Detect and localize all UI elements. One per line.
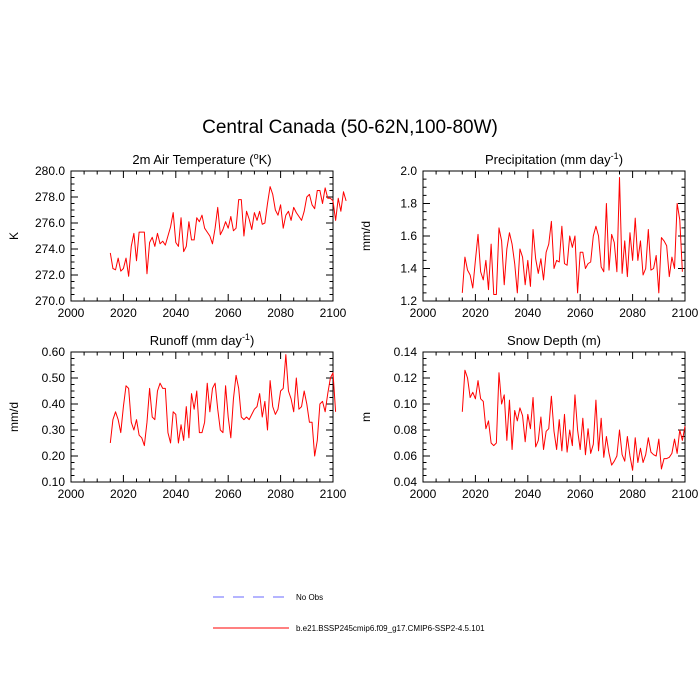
figure-canvas: Central Canada (50-62N,100-80W) 2m Air T…: [0, 0, 700, 700]
plot-frame: [71, 352, 333, 482]
plot-frame: [71, 171, 333, 301]
legend: No Obs b.e21.BSSP245cmip6.f09_g17.CMIP6-…: [213, 593, 485, 633]
x-tick-label: 2020: [110, 306, 137, 320]
plot-panels: 2m Air Temperature (oK) 2000 2020 2040 2060 2…: [7, 151, 699, 501]
y-axis-label: m: [359, 412, 373, 422]
panel-title: Precipitation (mm day-1): [485, 151, 623, 167]
x-tick-label: 2100: [320, 306, 347, 320]
x-tick-label: 2100: [320, 487, 347, 501]
panel-2: Precipitation (mm day-1) 2000 2020 2040 2060…: [359, 151, 699, 320]
y-tick-label: 0.06: [394, 449, 418, 463]
figure-title: Central Canada (50-62N,100-80W): [202, 117, 498, 138]
y-tick-label: 0.10: [42, 475, 66, 489]
y-tick-label: 1.6: [400, 229, 417, 243]
x-tick-label: 2060: [567, 487, 594, 501]
x-tick-label: 2040: [162, 487, 189, 501]
x-tick-label: 2020: [110, 487, 137, 501]
y-tick-label: 0.40: [42, 397, 66, 411]
y-tick-label: 274.0: [35, 242, 65, 256]
y-tick-label: 2.0: [400, 164, 417, 178]
plot-frame: [423, 171, 685, 301]
series-line: [110, 187, 346, 277]
panel-3: Runoff (mm day-1) 2000 2020 2040 2060 2080 210…: [7, 332, 347, 501]
series-line: [110, 355, 335, 456]
x-tick-label: 2080: [267, 487, 294, 501]
y-tick-label: 280.0: [35, 164, 65, 178]
y-tick-label: 1.2: [400, 294, 417, 308]
series-line: [462, 370, 685, 470]
panel-4: Snow Depth (m) 2000 2020 2040 2060 2080 2100 0.…: [359, 333, 699, 501]
y-tick-label: 0.10: [394, 397, 418, 411]
y-tick-label: 0.08: [394, 423, 418, 437]
y-tick-label: 1.8: [400, 197, 417, 211]
y-tick-label: 0.60: [42, 345, 66, 359]
series-line: [462, 178, 682, 295]
y-tick-label: 270.0: [35, 294, 65, 308]
y-tick-label: 276.0: [35, 216, 65, 230]
panel-title: 2m Air Temperature (oK): [132, 151, 271, 167]
y-tick-label: 0.04: [394, 475, 418, 489]
x-tick-label: 2020: [462, 487, 489, 501]
x-tick-label: 2000: [58, 306, 85, 320]
x-tick-label: 2040: [162, 306, 189, 320]
y-tick-label: 0.14: [394, 345, 418, 359]
plot-frame: [423, 352, 685, 482]
y-tick-label: 278.0: [35, 190, 65, 204]
x-tick-label: 2080: [267, 306, 294, 320]
y-axis-label: mm/d: [7, 402, 21, 432]
panel-title: Runoff (mm day-1): [150, 332, 255, 348]
y-tick-label: 0.50: [42, 371, 66, 385]
y-axis-label: K: [7, 232, 21, 240]
x-tick-label: 2000: [58, 487, 85, 501]
x-tick-label: 2040: [514, 306, 541, 320]
x-tick-label: 2060: [215, 306, 242, 320]
x-tick-label: 2100: [672, 306, 699, 320]
y-tick-label: 0.12: [394, 371, 418, 385]
x-tick-label: 2000: [410, 487, 437, 501]
x-tick-label: 2000: [410, 306, 437, 320]
panel-1: 2m Air Temperature (oK) 2000 2020 2040 2060 2…: [7, 151, 347, 320]
y-tick-label: 272.0: [35, 268, 65, 282]
y-tick-label: 0.30: [42, 423, 66, 437]
panel-title: Snow Depth (m): [507, 333, 601, 348]
legend-obs-label: No Obs: [296, 593, 323, 602]
y-tick-label: 1.4: [400, 262, 417, 276]
x-tick-label: 2020: [462, 306, 489, 320]
x-tick-label: 2060: [215, 487, 242, 501]
x-tick-label: 2080: [619, 306, 646, 320]
y-axis-label: mm/d: [359, 221, 373, 251]
x-tick-label: 2040: [514, 487, 541, 501]
x-tick-label: 2100: [672, 487, 699, 501]
y-tick-label: 0.20: [42, 449, 66, 463]
x-tick-label: 2060: [567, 306, 594, 320]
legend-model-label: b.e21.BSSP245cmip6.f09_g17.CMIP6-SSP2-4.…: [296, 624, 485, 633]
x-tick-label: 2080: [619, 487, 646, 501]
